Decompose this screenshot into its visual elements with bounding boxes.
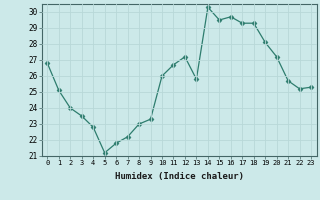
- X-axis label: Humidex (Indice chaleur): Humidex (Indice chaleur): [115, 172, 244, 181]
